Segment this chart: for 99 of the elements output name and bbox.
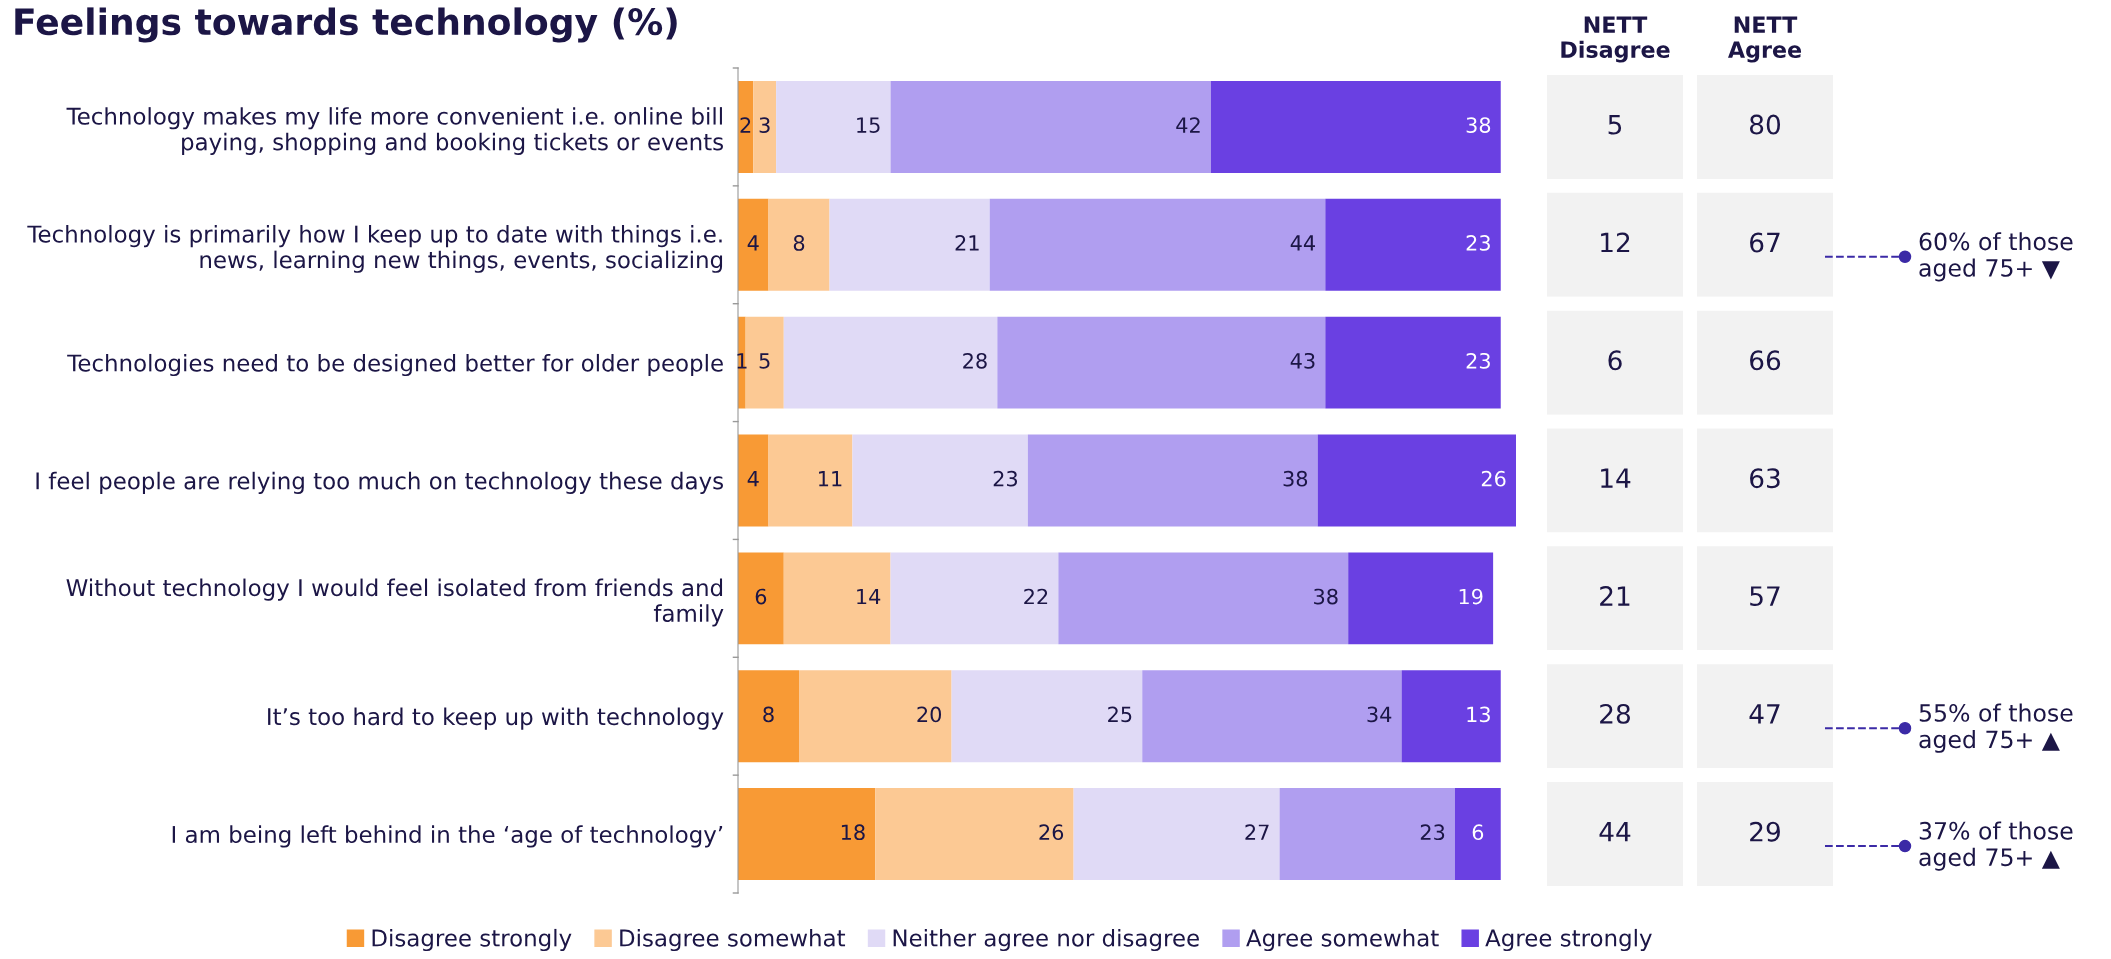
bar <box>1454 788 1501 881</box>
data-label: 22 <box>1024 588 1048 605</box>
data-label: 47 <box>1749 704 1780 724</box>
bar <box>753 80 777 173</box>
data-label: 26 <box>1039 824 1064 841</box>
data-label: 44 <box>1599 822 1631 842</box>
legend-label: Agree somewhat <box>1246 928 1439 952</box>
data-label: 21 <box>955 235 979 251</box>
data-label: 80 <box>1750 114 1781 135</box>
bar <box>1279 788 1455 881</box>
data-label: 57 <box>1750 586 1780 607</box>
bar <box>768 198 830 291</box>
bar <box>852 434 1028 527</box>
x-tick-label: NETT Disagree <box>1561 16 1670 63</box>
data-label: 28 <box>1600 703 1630 724</box>
data-label: 4 <box>747 235 759 251</box>
bar <box>890 552 1059 645</box>
bar <box>1210 80 1501 173</box>
data-label: 26 <box>1481 470 1506 487</box>
data-label: 19 <box>1459 588 1483 605</box>
data-label: 42 <box>1176 117 1200 133</box>
bar <box>738 434 769 527</box>
bar <box>783 316 998 409</box>
bar <box>1142 670 1402 763</box>
legend-label: Disagree somewhat <box>620 928 846 952</box>
data-label: 18 <box>841 824 865 841</box>
bar <box>890 80 1211 173</box>
text: 55% of those aged 75+ ▲ <box>1919 703 2073 753</box>
bar <box>997 316 1326 409</box>
data-label: 3 <box>759 117 770 133</box>
bar <box>768 434 853 527</box>
bar <box>783 552 891 645</box>
data-label: 12 <box>1601 232 1630 253</box>
text: 37% of those aged 75+ ▲ <box>1919 821 2073 871</box>
data-label: 66 <box>1750 350 1781 371</box>
bar <box>738 788 876 881</box>
bar <box>951 670 1143 763</box>
data-label: 5 <box>1608 114 1622 135</box>
x-tick-label: NETT Agree <box>1728 16 1802 63</box>
data-label: 8 <box>763 706 774 723</box>
data-label: 2 <box>740 117 751 133</box>
data-label: 21 <box>1600 586 1630 606</box>
data-label: 27 <box>1245 824 1269 840</box>
bar <box>989 198 1326 291</box>
data-label: 25 <box>1108 706 1132 723</box>
legend-label: Neither agree nor disagree <box>893 928 1199 952</box>
data-label: 44 <box>1290 235 1315 251</box>
data-label: 23 <box>1466 352 1490 369</box>
data-label: 23 <box>993 470 1018 487</box>
data-label: 6 <box>1472 824 1484 841</box>
bar <box>1325 198 1501 291</box>
data-label: 29 <box>1750 821 1780 842</box>
data-label: 43 <box>1290 352 1315 369</box>
data-label: 34 <box>1367 706 1392 723</box>
data-label: 4 <box>747 471 759 487</box>
data-label: 5 <box>759 353 770 369</box>
data-label: 63 <box>1750 468 1780 489</box>
data-label: 15 <box>857 117 880 133</box>
data-label: 23 <box>1420 824 1445 841</box>
bar <box>745 316 784 409</box>
bar <box>1027 434 1318 527</box>
legend-label: Agree strongly <box>1485 928 1652 952</box>
bar <box>776 80 891 173</box>
text: 60% of those aged 75+ ▼ <box>1919 232 2073 282</box>
bar <box>799 670 952 763</box>
data-label: 67 <box>1750 232 1780 253</box>
bar <box>738 198 769 291</box>
y-tick-label: I am being left behind in the ‘age of technology’ <box>172 825 723 848</box>
data-label: 38 <box>1314 588 1338 605</box>
y-tick-label: Technologies need to be designed better for older people <box>67 353 723 377</box>
bar <box>738 552 784 645</box>
bar <box>738 670 800 763</box>
legend-label: Disagree strongly <box>372 928 572 952</box>
y-tick-label: Technology makes my life more convenient i.e. online bill paying, shopping and booking tickets or events <box>66 107 723 155</box>
data-label: 23 <box>1466 235 1490 251</box>
bar <box>1317 434 1516 527</box>
y-tick-label: Technology is primarily how I keep up to date with things i.e. news, learning new things, events, socializing <box>27 224 723 273</box>
bar <box>1401 670 1501 763</box>
data-label: 8 <box>793 235 805 251</box>
y-tick-label: It’s too hard to keep up with technology <box>268 707 724 730</box>
bar <box>1073 788 1280 881</box>
data-label: 11 <box>819 471 842 487</box>
data-label: 28 <box>963 352 987 369</box>
text: Feelings towards technology (%) <box>15 7 677 43</box>
data-label: 13 <box>1467 706 1490 723</box>
data-label: 6 <box>1608 350 1622 371</box>
data-label: 38 <box>1466 117 1491 133</box>
data-label: 6 <box>755 588 767 605</box>
bar <box>1325 316 1501 409</box>
data-label: 14 <box>1601 468 1631 488</box>
data-label: 14 <box>857 588 881 605</box>
bar <box>1348 552 1494 645</box>
bar <box>829 198 990 291</box>
data-label: 20 <box>917 706 942 723</box>
data-label: 38 <box>1283 470 1308 487</box>
y-tick-label: I feel people are relying too much on technology these days <box>36 471 723 494</box>
y-tick-label: Without technology I would feel isolated from friends and family <box>66 578 724 627</box>
bar <box>875 788 1074 881</box>
bar <box>1058 552 1349 645</box>
